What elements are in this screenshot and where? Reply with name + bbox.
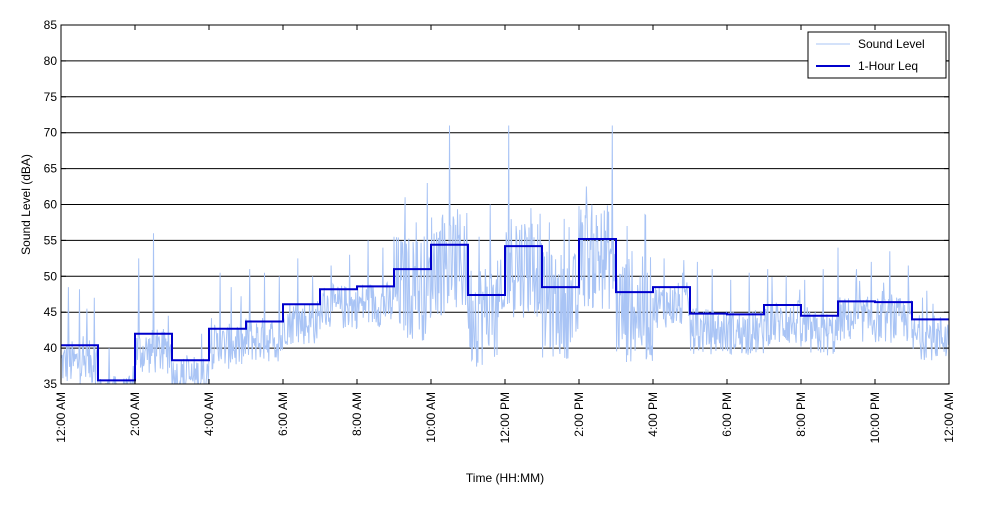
y-tick-label: 35: [44, 377, 58, 391]
x-tick-label: 12:00 AM: [54, 392, 68, 443]
x-tick-label: 10:00 AM: [424, 392, 438, 443]
legend-label-sound-level: Sound Level: [858, 37, 925, 51]
x-tick-label: 2:00 PM: [572, 392, 586, 437]
leq-series: [61, 238, 949, 382]
x-tick-label: 2:00 AM: [128, 392, 142, 436]
x-tick-label: 4:00 PM: [646, 392, 660, 437]
x-axis-label: Time (HH:MM): [466, 471, 544, 485]
x-tick-label: 12:00 PM: [498, 392, 512, 443]
y-tick-label: 75: [44, 90, 58, 104]
y-tick-label: 40: [44, 341, 58, 355]
legend-box: [807, 31, 947, 79]
y-tick-label: 70: [44, 126, 58, 140]
x-tick-label: 4:00 AM: [202, 392, 216, 436]
y-tick-label: 80: [44, 54, 58, 68]
x-tick-label: 6:00 AM: [276, 392, 290, 436]
legend-label-1-hour-leq: 1-Hour Leq: [858, 59, 918, 73]
y-tick-label: 55: [44, 233, 58, 247]
x-tick-label: 10:00 PM: [868, 392, 882, 443]
x-tick-label: 12:00 AM: [942, 392, 956, 443]
y-tick-label: 45: [44, 305, 58, 319]
legend: Sound Level 1-Hour Leq: [807, 31, 947, 79]
x-tick-label: 6:00 PM: [720, 392, 734, 437]
x-tick-label: 8:00 PM: [794, 392, 808, 437]
y-tick-label: 60: [44, 198, 58, 212]
y-tick-label: 50: [44, 269, 58, 283]
y-axis-label: Sound Level (dBA): [19, 154, 33, 255]
y-tick-label: 65: [44, 162, 58, 176]
y-tick-label: 85: [44, 18, 58, 32]
x-tick-label: 8:00 AM: [350, 392, 364, 436]
